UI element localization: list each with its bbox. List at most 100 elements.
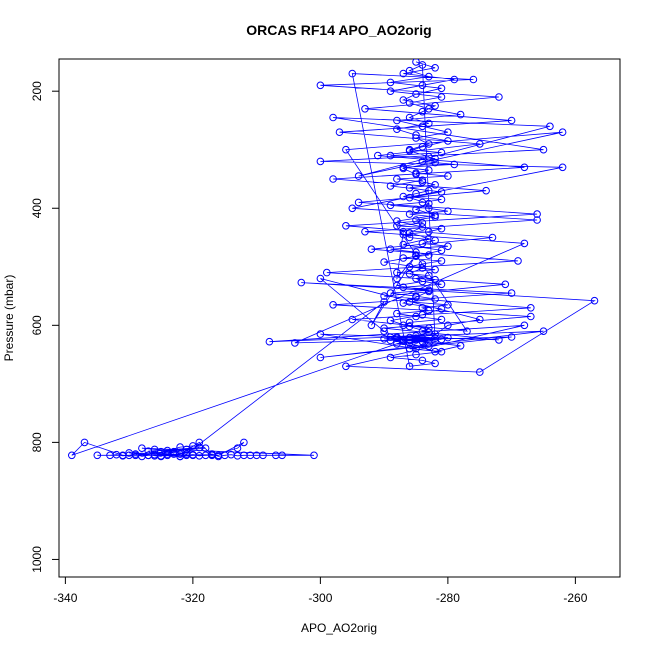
data-point (418, 219, 427, 227)
data-point (265, 337, 274, 346)
data-point (412, 251, 420, 259)
data-point (431, 64, 439, 72)
x-tick-label: -280 (436, 591, 460, 605)
data-point (354, 198, 363, 207)
data-point (157, 452, 165, 461)
data-point (425, 199, 433, 208)
data-point (342, 222, 350, 230)
data-point (437, 188, 446, 196)
data-point (386, 78, 395, 87)
data-point (405, 362, 414, 371)
data-point (380, 292, 388, 300)
data-point (291, 339, 299, 347)
data-point (329, 175, 337, 183)
chart-title: ORCAS RF14 APO_AO2orig (246, 22, 431, 38)
data-point (463, 327, 471, 336)
data-point (367, 321, 376, 330)
data-point (431, 102, 439, 110)
data-point (444, 207, 452, 215)
data-point (348, 204, 357, 213)
data-point (68, 451, 76, 460)
data-point (259, 451, 267, 460)
data-point (539, 145, 548, 154)
data-point (412, 274, 420, 283)
data-point (520, 163, 529, 172)
data-point (348, 315, 357, 324)
data-point (393, 217, 401, 225)
data-point (131, 451, 140, 460)
data-point (444, 301, 452, 309)
data-point (412, 205, 420, 214)
y-tick-label: 200 (30, 81, 44, 101)
data-point (437, 305, 446, 313)
data-point (138, 444, 146, 453)
data-point (412, 216, 420, 224)
data-point (399, 227, 408, 236)
data-point (425, 342, 433, 351)
data-point (482, 186, 490, 195)
data-point (386, 87, 395, 95)
data-point (386, 289, 395, 297)
data-point (425, 72, 433, 81)
data-point (176, 452, 184, 461)
data-point (361, 105, 369, 113)
data-point (380, 298, 388, 306)
data-point (450, 160, 459, 169)
data-point (514, 257, 522, 265)
data-point (418, 223, 427, 231)
x-axis-title: APO_AO2orig (301, 621, 377, 635)
data-point (182, 445, 191, 454)
data-point (431, 181, 439, 189)
data-point (425, 328, 433, 337)
data-point (405, 193, 414, 202)
data-point (399, 96, 408, 104)
data-point (437, 84, 446, 93)
data-point (418, 260, 427, 268)
data-point (425, 234, 433, 243)
data-point (444, 128, 452, 136)
data-point (323, 268, 331, 277)
data-point (488, 233, 497, 242)
data-point (380, 324, 388, 333)
data-point (380, 335, 388, 343)
data-point (520, 321, 529, 330)
data-point (418, 176, 427, 184)
data-point (425, 204, 433, 213)
x-tick-label: -300 (308, 591, 332, 605)
data-point (386, 201, 395, 210)
data-point (195, 438, 204, 447)
data-point (437, 93, 446, 101)
y-tick-label: 600 (30, 315, 44, 335)
data-point (425, 152, 433, 161)
data-point (527, 304, 535, 312)
data-point (125, 449, 133, 457)
data-point (418, 143, 427, 151)
data-point (405, 233, 414, 242)
data-point (310, 451, 318, 460)
data-point (418, 61, 427, 69)
x-tick-label: -260 (563, 591, 587, 605)
data-point (386, 316, 395, 325)
data-point (208, 450, 216, 459)
data-point (195, 443, 204, 452)
data-point (476, 368, 484, 376)
data-point (507, 289, 516, 297)
data-point (342, 362, 350, 371)
data-point (405, 66, 414, 75)
data-point (157, 447, 165, 456)
data-point (533, 216, 541, 224)
data-point (418, 239, 427, 248)
data-point (425, 306, 433, 315)
data-point (418, 356, 427, 365)
data-point (476, 315, 484, 324)
data-point (425, 287, 433, 296)
data-point (431, 337, 439, 345)
data-point (418, 81, 427, 90)
data-point (240, 438, 248, 447)
data-point (393, 125, 401, 133)
data-point (405, 147, 414, 155)
data-point (418, 122, 427, 131)
data-point (425, 105, 433, 113)
data-point (393, 274, 401, 283)
data-point (316, 330, 325, 338)
